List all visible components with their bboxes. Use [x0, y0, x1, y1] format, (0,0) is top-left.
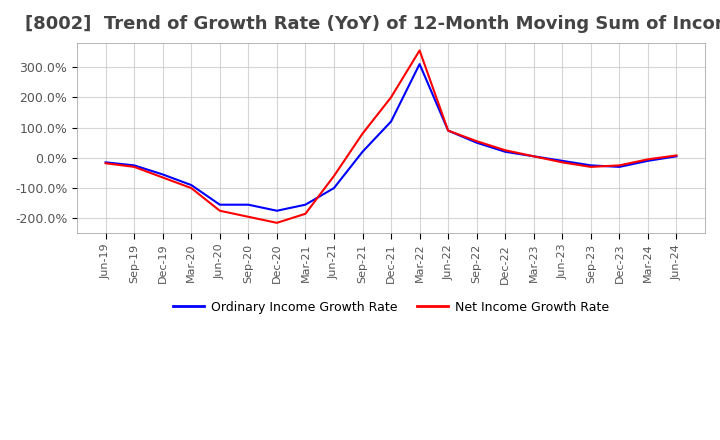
- Ordinary Income Growth Rate: [273, 208, 282, 213]
- Ordinary Income Growth Rate: [387, 119, 395, 124]
- Net Income Growth Rate: [130, 164, 138, 169]
- Net Income Growth Rate: [358, 131, 366, 136]
- Ordinary Income Growth Rate: [130, 163, 138, 168]
- Ordinary Income Growth Rate: [244, 202, 253, 207]
- Ordinary Income Growth Rate: [215, 202, 224, 207]
- Ordinary Income Growth Rate: [529, 154, 538, 159]
- Ordinary Income Growth Rate: [444, 128, 452, 133]
- Ordinary Income Growth Rate: [102, 160, 110, 165]
- Ordinary Income Growth Rate: [158, 172, 167, 177]
- Ordinary Income Growth Rate: [672, 154, 681, 159]
- Ordinary Income Growth Rate: [587, 163, 595, 168]
- Ordinary Income Growth Rate: [644, 158, 652, 164]
- Net Income Growth Rate: [587, 164, 595, 169]
- Net Income Growth Rate: [529, 154, 538, 159]
- Net Income Growth Rate: [644, 157, 652, 162]
- Ordinary Income Growth Rate: [187, 183, 196, 188]
- Ordinary Income Growth Rate: [472, 140, 481, 145]
- Legend: Ordinary Income Growth Rate, Net Income Growth Rate: Ordinary Income Growth Rate, Net Income …: [168, 296, 614, 319]
- Net Income Growth Rate: [273, 220, 282, 225]
- Net Income Growth Rate: [102, 161, 110, 166]
- Net Income Growth Rate: [672, 153, 681, 158]
- Net Income Growth Rate: [415, 48, 424, 53]
- Net Income Growth Rate: [301, 211, 310, 216]
- Net Income Growth Rate: [215, 208, 224, 213]
- Net Income Growth Rate: [244, 214, 253, 220]
- Net Income Growth Rate: [387, 95, 395, 100]
- Ordinary Income Growth Rate: [415, 62, 424, 67]
- Net Income Growth Rate: [444, 128, 452, 133]
- Net Income Growth Rate: [501, 147, 510, 153]
- Net Income Growth Rate: [330, 173, 338, 179]
- Ordinary Income Growth Rate: [358, 149, 366, 154]
- Net Income Growth Rate: [615, 163, 624, 168]
- Net Income Growth Rate: [158, 175, 167, 180]
- Net Income Growth Rate: [558, 160, 567, 165]
- Net Income Growth Rate: [187, 185, 196, 191]
- Ordinary Income Growth Rate: [558, 158, 567, 164]
- Ordinary Income Growth Rate: [301, 202, 310, 207]
- Line: Net Income Growth Rate: Net Income Growth Rate: [106, 51, 677, 223]
- Ordinary Income Growth Rate: [501, 149, 510, 154]
- Title: [8002]  Trend of Growth Rate (YoY) of 12-Month Moving Sum of Incomes: [8002] Trend of Growth Rate (YoY) of 12-…: [25, 15, 720, 33]
- Ordinary Income Growth Rate: [615, 164, 624, 169]
- Ordinary Income Growth Rate: [330, 185, 338, 191]
- Line: Ordinary Income Growth Rate: Ordinary Income Growth Rate: [106, 64, 677, 211]
- Net Income Growth Rate: [472, 139, 481, 144]
